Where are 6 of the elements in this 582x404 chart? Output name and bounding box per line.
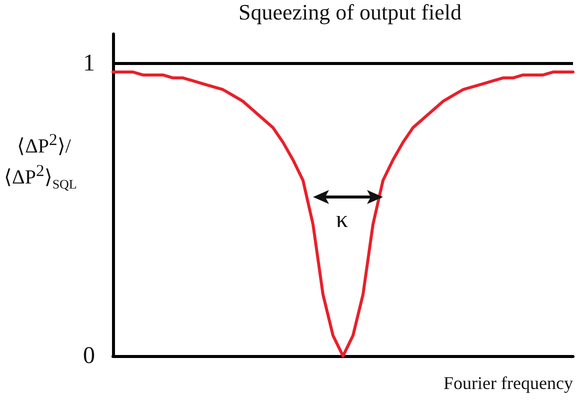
y-axis-title: ⟨ΔP$^{2}$⟩/⟨ΔP$^{2}$⟩$_{SQL}$ xyxy=(4,130,78,192)
x-axis-title: Fourier frequency xyxy=(444,373,573,393)
chart-title: Squeezing of output field xyxy=(238,0,462,24)
y-tick-label: 0 xyxy=(83,343,95,369)
y-tick-label: 1 xyxy=(83,50,95,76)
annotation: κ xyxy=(336,207,348,234)
